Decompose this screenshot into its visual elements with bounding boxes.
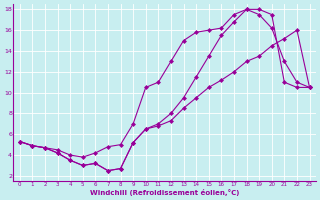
X-axis label: Windchill (Refroidissement éolien,°C): Windchill (Refroidissement éolien,°C) [90, 189, 239, 196]
